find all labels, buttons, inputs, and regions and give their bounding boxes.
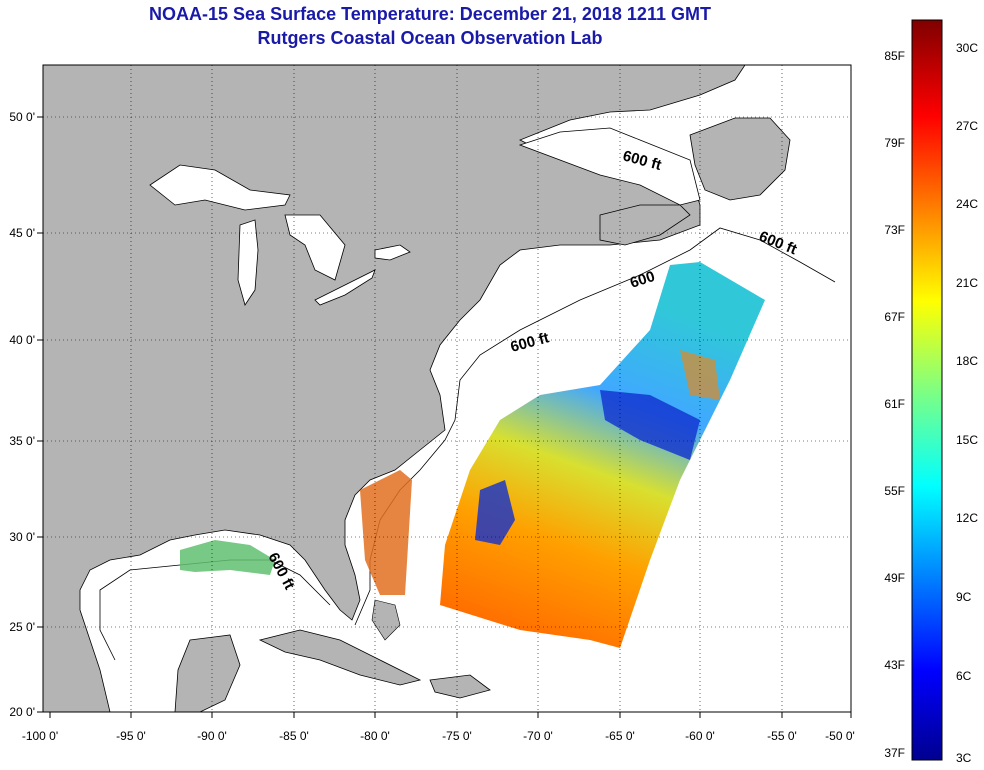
colorbar-c-label: 21C: [956, 276, 978, 290]
colorbar-f-label: 67F: [884, 310, 905, 324]
lake-michigan: [237, 219, 259, 306]
lake-huron: [284, 214, 346, 281]
lat-label: 50 0': [9, 110, 35, 124]
lon-label: -95 0': [116, 729, 146, 743]
land-hispaniola: [429, 674, 491, 699]
lon-label: -80 0': [360, 729, 390, 743]
colorbar-c-label: 6C: [956, 669, 972, 683]
lon-label: -65 0': [605, 729, 635, 743]
sst-warm-patch: [680, 350, 720, 400]
lon-label: -50 0': [825, 729, 855, 743]
colorbar-c-label: 15C: [956, 433, 978, 447]
gulf-of-st-lawrence: [518, 127, 701, 206]
land-bahamas: [371, 599, 401, 641]
grid: [43, 65, 851, 712]
colorbar-f-label: 49F: [884, 571, 905, 585]
lon-label: -75 0': [442, 729, 472, 743]
isobath-label: 600: [628, 268, 657, 292]
lon-label: -55 0': [767, 729, 797, 743]
lon-label: -85 0': [279, 729, 309, 743]
lon-label: -70 0': [523, 729, 553, 743]
colorbar-f-label: 43F: [884, 658, 905, 672]
colorbar-f-label: 73F: [884, 223, 905, 237]
colorbar-c-label: 18C: [956, 354, 978, 368]
axis-ticks: [37, 116, 852, 718]
sst-cold-patch-1: [475, 480, 515, 545]
sst-cold-patch-2: [600, 390, 700, 460]
lat-label: 35 0': [9, 434, 35, 448]
map-frame: [42, 64, 852, 713]
map-title: NOAA-15 Sea Surface Temperature: Decembe…: [149, 4, 711, 24]
colorbar-c-label: 27C: [956, 119, 978, 133]
lake-ontario: [374, 244, 411, 261]
sst-swath-gulf: [180, 540, 275, 575]
land-nova-scotia: [599, 204, 691, 246]
lat-label: 40 0': [9, 333, 35, 347]
land-cuba: [258, 629, 422, 686]
map-subtitle: Rutgers Coastal Ocean Observation Lab: [257, 28, 603, 48]
colorbar-f-label: 37F: [884, 746, 905, 760]
land-yucatan: [174, 634, 241, 712]
sst-strip-florida: [360, 470, 412, 595]
colorbar-f-label: 85F: [884, 49, 905, 63]
colorbar-c-label: 24C: [956, 197, 978, 211]
colorbar: [911, 19, 943, 761]
lon-label: -100 0': [22, 729, 58, 743]
colorbar-c-label: 9C: [956, 590, 972, 604]
lon-label: -90 0': [197, 729, 227, 743]
lat-label: 30 0': [9, 530, 35, 544]
lat-label: 45 0': [9, 226, 35, 240]
lake-superior: [149, 164, 291, 211]
colorbar-f-label: 61F: [884, 397, 905, 411]
colorbar-c-label: 30C: [956, 41, 978, 55]
lon-label: -60 0': [685, 729, 715, 743]
colorbar-c-label: 3C: [956, 751, 972, 765]
colorbar-f-label: 79F: [884, 136, 905, 150]
lat-label: 25 0': [9, 620, 35, 634]
lake-erie: [314, 269, 376, 306]
colorbar-f-label: 55F: [884, 484, 905, 498]
lat-label: 20 0': [9, 705, 35, 719]
colorbar-c-label: 12C: [956, 511, 978, 525]
